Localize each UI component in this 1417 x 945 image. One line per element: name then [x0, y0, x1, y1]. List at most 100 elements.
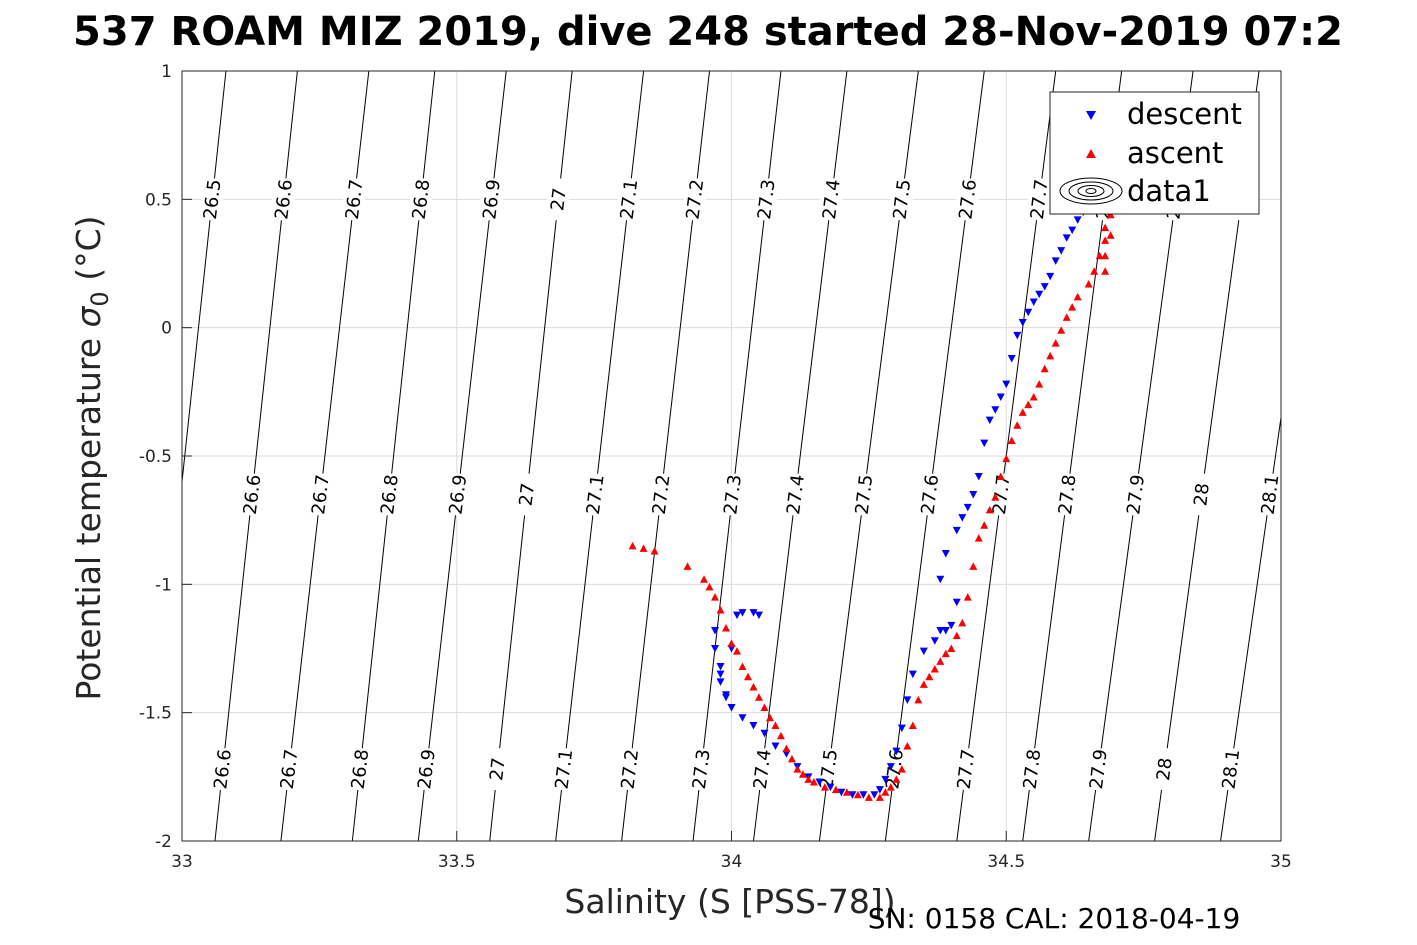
ascent-point [1046, 351, 1055, 360]
descent-point [760, 729, 769, 738]
ascent-point [820, 783, 829, 791]
isopycnal-label: 27 [513, 472, 541, 517]
isopycnal-label: 26.7 [306, 472, 334, 517]
isopycnal-label: 26.9 [444, 472, 472, 517]
ascent-point [639, 544, 648, 552]
descent-point [1035, 290, 1044, 299]
isopycnal-label: 27.6 [881, 746, 909, 792]
isopycnal-label: 27.7 [952, 746, 980, 792]
isopycnal-label: 27.4 [817, 177, 845, 222]
svg-text:28.1: 28.1 [1258, 473, 1284, 515]
descent-point [1024, 308, 1033, 317]
svg-text:27.8: 27.8 [1020, 748, 1046, 790]
svg-text:27.8: 27.8 [1055, 473, 1081, 515]
svg-text:26.6: 26.6 [240, 473, 266, 515]
ascent-point [985, 505, 994, 514]
isopycnal-label: 27.4 [782, 472, 809, 517]
isopycnal-label: 27.7 [987, 472, 1015, 517]
svg-text:27.3: 27.3 [689, 748, 715, 790]
descent-point [974, 473, 983, 481]
svg-text:27.5: 27.5 [852, 473, 878, 515]
descent-point [1062, 234, 1071, 242]
svg-text:27.2: 27.2 [649, 473, 675, 515]
ascent-point [886, 783, 895, 791]
isopycnal-label: 27.9 [1122, 472, 1150, 517]
ascent-point [919, 680, 928, 688]
svg-text:27: 27 [486, 757, 510, 782]
ascent-point [1084, 280, 1093, 288]
descent-point [1002, 380, 1011, 389]
isopycnal-label: 26.7 [340, 177, 368, 222]
svg-text:27: 27 [515, 482, 539, 507]
y-axis-label: Potential temperature σ0 (°C) [69, 216, 114, 701]
descent-point [716, 662, 725, 671]
descent-point [947, 621, 956, 630]
ascent-point [1018, 408, 1027, 416]
ascent-point [754, 693, 763, 701]
descent-point [941, 627, 950, 635]
ascent-point [853, 790, 862, 799]
svg-text:27: 27 [547, 187, 571, 212]
isopycnal-label: 28.1 [1256, 472, 1284, 517]
isopycnal-label: 28.1 [1217, 746, 1245, 792]
isopycnal-line [1220, 413, 1281, 841]
y-tick-label: 0 [161, 319, 172, 339]
legend-box [1049, 91, 1260, 215]
descent-point [749, 722, 758, 730]
descent-point [969, 491, 978, 499]
descent-point [848, 791, 857, 799]
ascent-point [941, 649, 950, 658]
descent-point [749, 609, 758, 617]
descent-point [908, 670, 917, 679]
isopycnal-label: 27.2 [647, 472, 675, 517]
descent-point [1046, 272, 1055, 281]
descent-point [859, 791, 868, 799]
ascent-point [738, 662, 747, 670]
svg-text:26.8: 26.8 [377, 473, 403, 515]
y-tick-label: -0.5 [139, 447, 172, 467]
descent-point [716, 670, 725, 679]
ascent-point [908, 721, 917, 729]
ascent-point [963, 593, 972, 601]
isopycnal-label: 27.5 [850, 472, 878, 517]
ascent-point [1057, 326, 1066, 334]
ascent-point [749, 683, 758, 691]
isopycnal-label: 27.7 [1025, 177, 1053, 222]
descent-point [826, 783, 835, 792]
isopycnal-label: 27.6 [916, 472, 944, 517]
x-tick-label: 33.5 [438, 852, 476, 872]
y-tick-label: 0.5 [145, 190, 172, 210]
ascent-point [1101, 223, 1110, 232]
svg-text:27.3: 27.3 [754, 178, 780, 220]
descent-point [952, 526, 961, 535]
ascent-point [991, 493, 1000, 501]
ascent-point [936, 657, 945, 665]
descent-point [1040, 283, 1049, 291]
isopycnal-label: 27.2 [616, 746, 644, 792]
ascent-point [1073, 292, 1082, 301]
ascent-point [1024, 400, 1033, 409]
isopycnal-label: 26.8 [346, 746, 374, 792]
ascent-point [1101, 251, 1110, 260]
ascent-point [881, 788, 890, 796]
x-axis-label: Salinity (S [PSS-78]) [564, 882, 895, 921]
ascent-point [793, 765, 802, 773]
svg-text:27.2: 27.2 [617, 748, 643, 790]
descent-point [930, 637, 939, 645]
ascent-point [771, 721, 780, 729]
descent-point [958, 514, 967, 522]
ascent-point [804, 775, 813, 783]
isopycnal-label: 27 [483, 746, 511, 792]
ascent-point [947, 644, 956, 652]
isopycnal-label: 26.9 [478, 177, 506, 222]
ascent-point [903, 742, 912, 750]
svg-text:26.9: 26.9 [414, 748, 440, 790]
y-tick-label: -1 [155, 575, 172, 595]
svg-text:28.1: 28.1 [1218, 748, 1244, 790]
ascent-point [897, 765, 906, 773]
y-axis: -2 -1.5 -1 -0.5 0 0.5 1 [139, 62, 192, 852]
isopycnal-label: 26.6 [209, 746, 237, 792]
svg-text:27.2: 27.2 [682, 178, 708, 220]
descent-point [1068, 226, 1077, 235]
descent-point [754, 611, 763, 620]
